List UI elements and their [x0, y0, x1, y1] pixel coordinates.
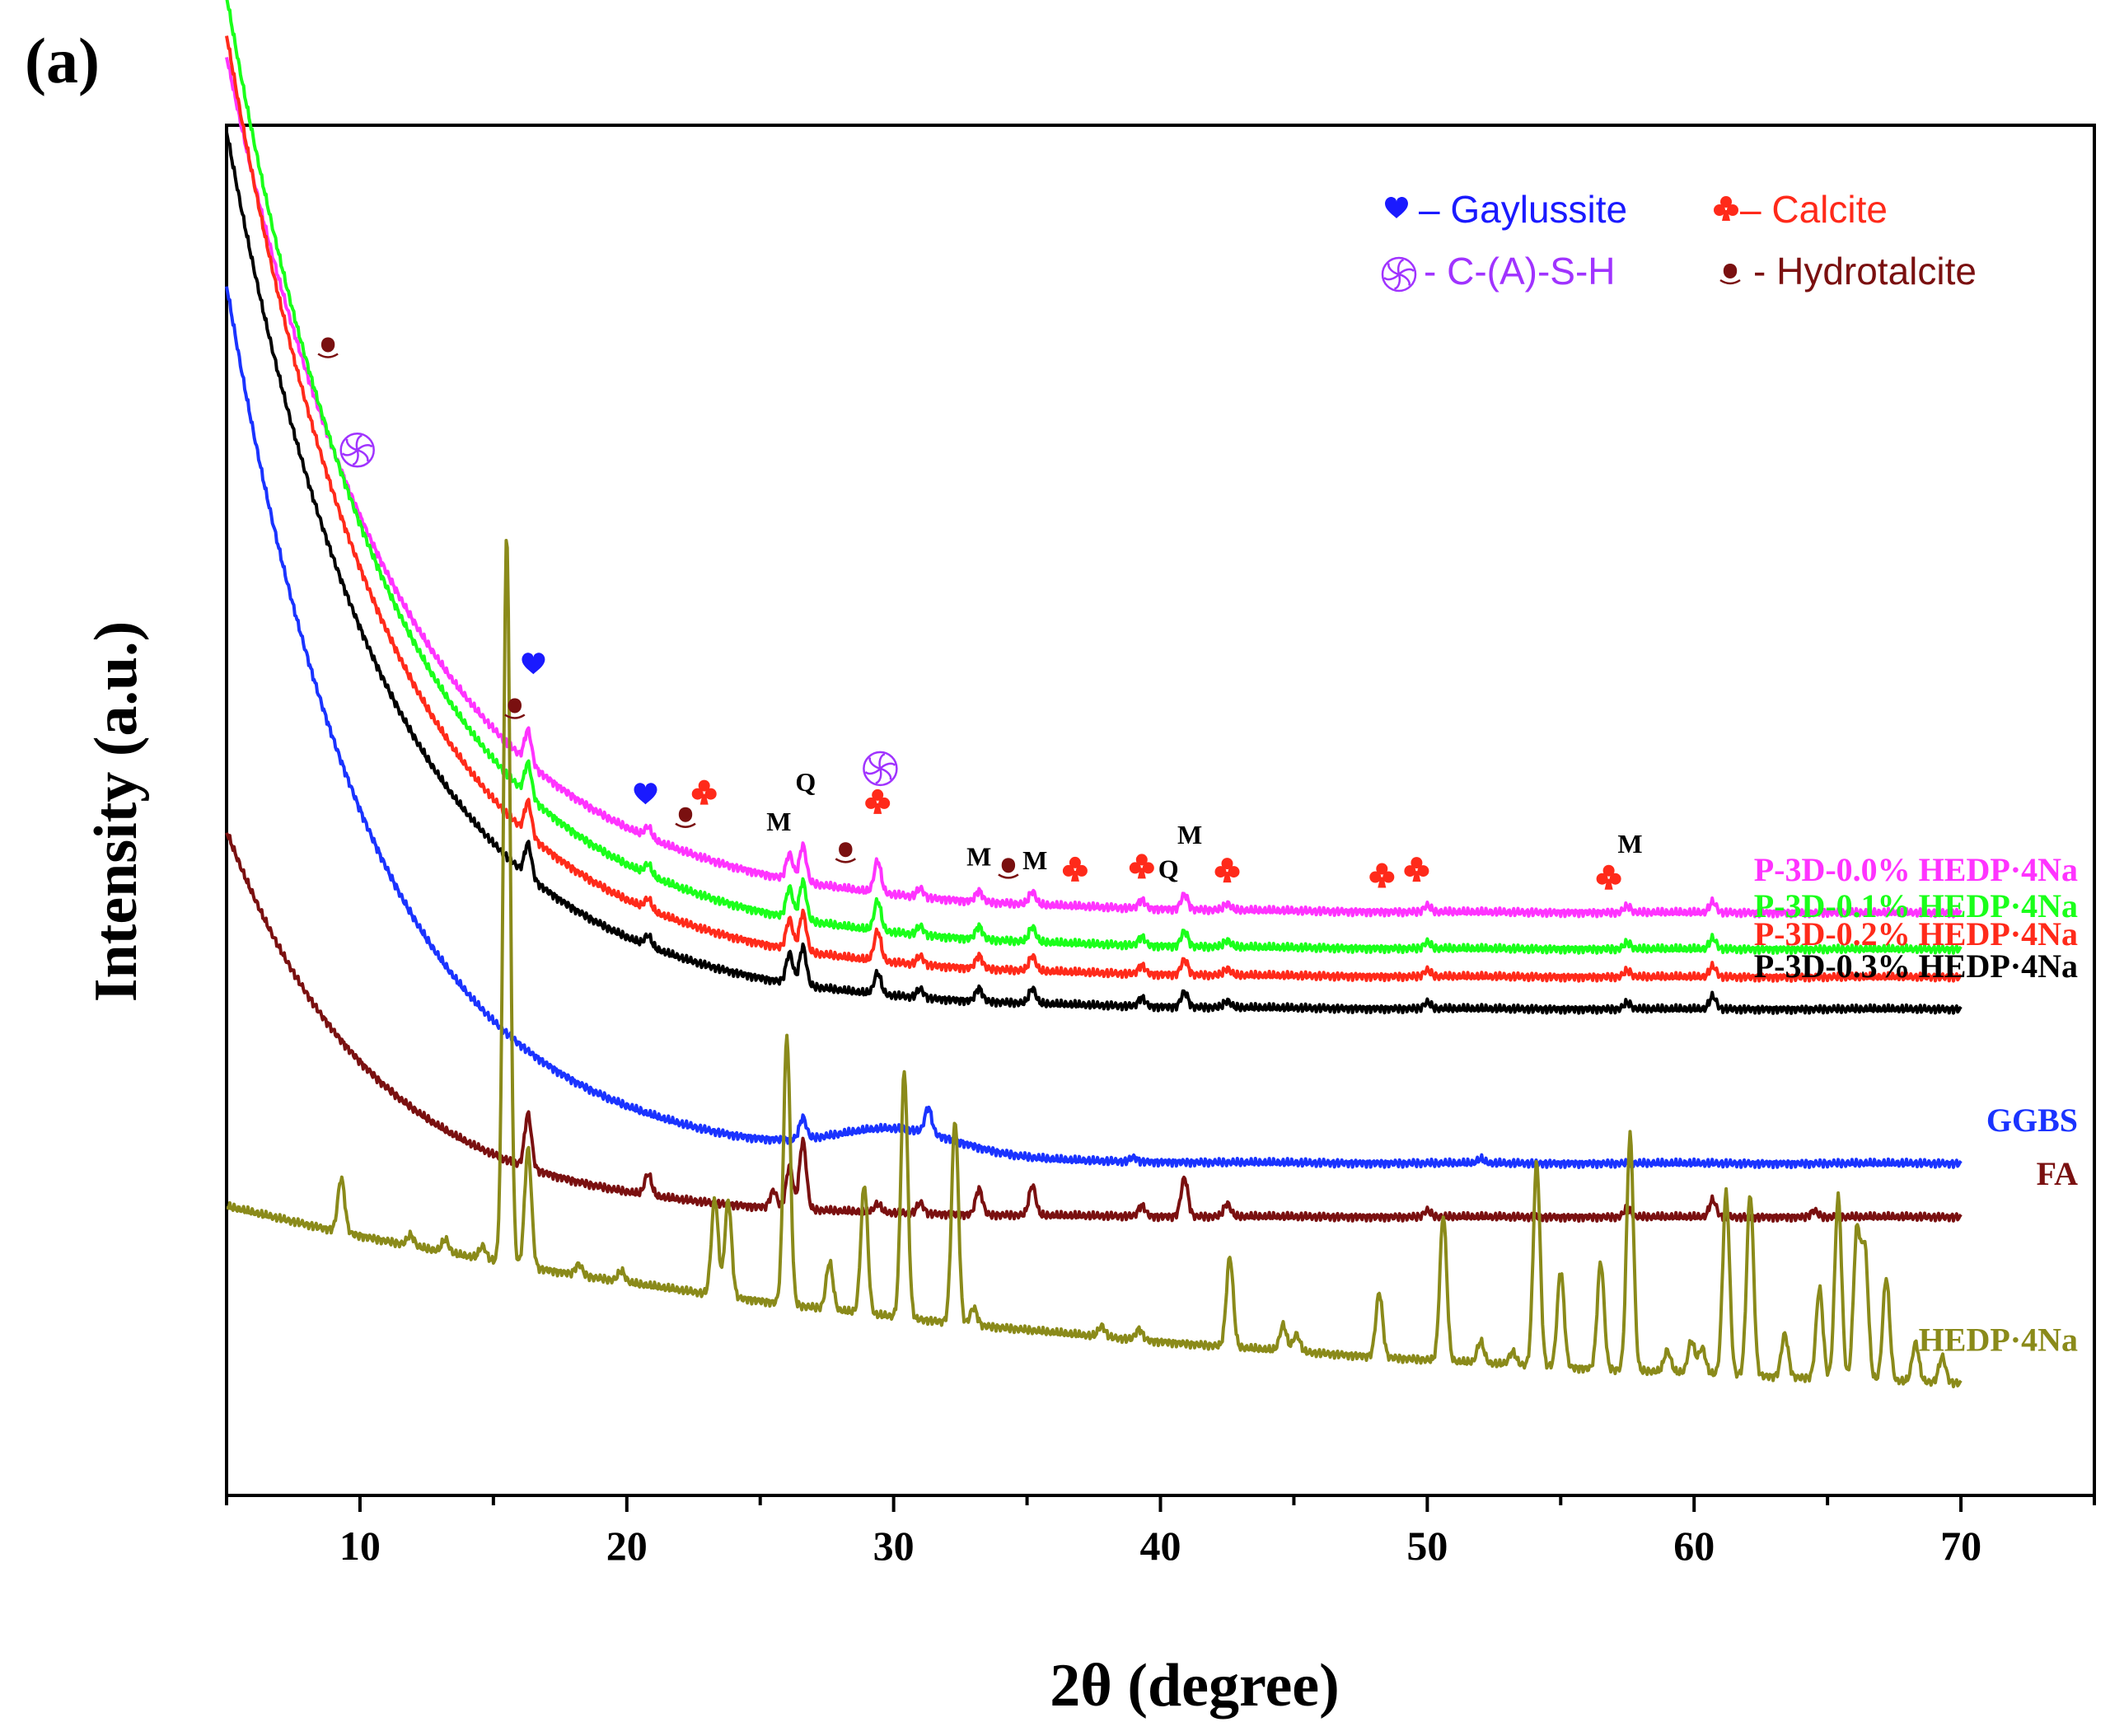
legend-gaylussite-text: – Gaylussite	[1419, 188, 1627, 231]
x-axis-title: 2θ (degree)	[1050, 1652, 1340, 1720]
drop-icon	[998, 858, 1019, 879]
peak-annotations: MQM M QM M	[317, 337, 1643, 890]
club-icon	[1214, 858, 1240, 883]
series-label: P-3D-0.1% HEDP·4Na	[1754, 887, 2078, 924]
club-icon	[1369, 863, 1395, 888]
club-icon	[691, 779, 717, 805]
club-icon	[1062, 856, 1088, 882]
drop-icon	[504, 698, 526, 719]
swirl-icon	[339, 433, 375, 468]
club-icon	[1596, 864, 1621, 890]
swirl-icon	[1381, 256, 1417, 292]
legend: – Gaylussite – Calcite - C-(A)-S-H - Hyd…	[1381, 188, 1977, 292]
club-icon	[865, 788, 891, 814]
club-icon	[1714, 196, 1738, 221]
series-line-4	[225, 286, 1963, 1170]
peak-label-quartz: Q	[795, 767, 816, 797]
series-label: GGBS	[1986, 1102, 2078, 1139]
legend-csh: - C-(A)-S-H	[1381, 250, 1616, 292]
drop-icon	[675, 807, 696, 828]
series-label: FA	[2037, 1155, 2078, 1192]
series-label: P-3D-0.0% HEDP·4Na	[1754, 851, 2078, 888]
x-tick-label: 20	[606, 1523, 648, 1569]
legend-gaylussite: – Gaylussite	[1385, 188, 1627, 231]
series-line-1	[225, 0, 1963, 956]
panel-label: (a)	[25, 25, 100, 96]
x-axis-ticks: 10 20 30 40 50 60 70	[225, 1495, 2096, 1569]
peak-label-mullite: M	[966, 841, 991, 871]
legend-hydrotalcite: - Hydrotalcite	[1719, 250, 1977, 292]
series-line-6	[226, 539, 1963, 1388]
series-label: P-3D-0.3% HEDP·4Na	[1754, 948, 2078, 985]
peak-label-mullite: M	[1177, 820, 1202, 849]
legend-calcite-text: – Calcite	[1740, 188, 1888, 231]
club-icon	[1129, 854, 1154, 879]
drop-icon	[317, 337, 339, 358]
x-tick-label: 70	[1940, 1523, 1981, 1569]
series-line-2	[225, 35, 1963, 983]
peak-label-mullite: M	[1617, 829, 1642, 859]
series-layer	[225, 0, 1963, 1388]
legend-csh-text: - C-(A)-S-H	[1424, 250, 1616, 292]
heart-icon	[1385, 196, 1408, 218]
swirl-icon	[863, 751, 898, 787]
peak-label-mullite: M	[1022, 845, 1047, 875]
series-line-5	[225, 831, 1963, 1224]
peak-label-mullite: M	[766, 807, 791, 836]
x-tick-label: 30	[873, 1523, 915, 1569]
series-line-3	[225, 132, 1963, 1015]
x-tick-label: 60	[1673, 1523, 1715, 1569]
peak-label-quartz: Q	[1158, 854, 1179, 884]
drop-icon	[835, 842, 856, 863]
x-tick-label: 10	[339, 1523, 381, 1569]
series-line-0	[225, 57, 1963, 919]
y-axis-title: Intensity (a.u.)	[82, 621, 150, 1003]
heart-icon	[522, 653, 545, 675]
series-label: P-3D-0.2% HEDP·4Na	[1754, 915, 2078, 952]
x-tick-label: 50	[1406, 1523, 1448, 1569]
series-label: HEDP·4Na	[1919, 1322, 2078, 1359]
legend-hydrotalcite-text: - Hydrotalcite	[1753, 250, 1977, 292]
heart-icon	[634, 783, 657, 805]
legend-calcite: – Calcite	[1714, 188, 1888, 231]
drop-icon	[1719, 264, 1741, 285]
x-tick-label: 40	[1140, 1523, 1181, 1569]
club-icon	[1404, 857, 1429, 882]
